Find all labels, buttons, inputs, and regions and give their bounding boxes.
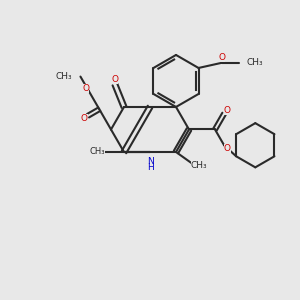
Text: CH₃: CH₃	[191, 160, 208, 169]
Text: O: O	[224, 144, 231, 153]
Text: O: O	[218, 53, 225, 62]
Text: N: N	[147, 158, 153, 166]
Text: H: H	[147, 164, 153, 172]
Text: O: O	[80, 114, 88, 123]
Text: O: O	[111, 75, 118, 84]
Text: CH₃: CH₃	[56, 72, 72, 81]
Text: CH₃: CH₃	[247, 58, 263, 67]
Text: O: O	[224, 106, 231, 115]
Text: O: O	[82, 84, 89, 93]
Text: CH₃: CH₃	[89, 148, 105, 157]
